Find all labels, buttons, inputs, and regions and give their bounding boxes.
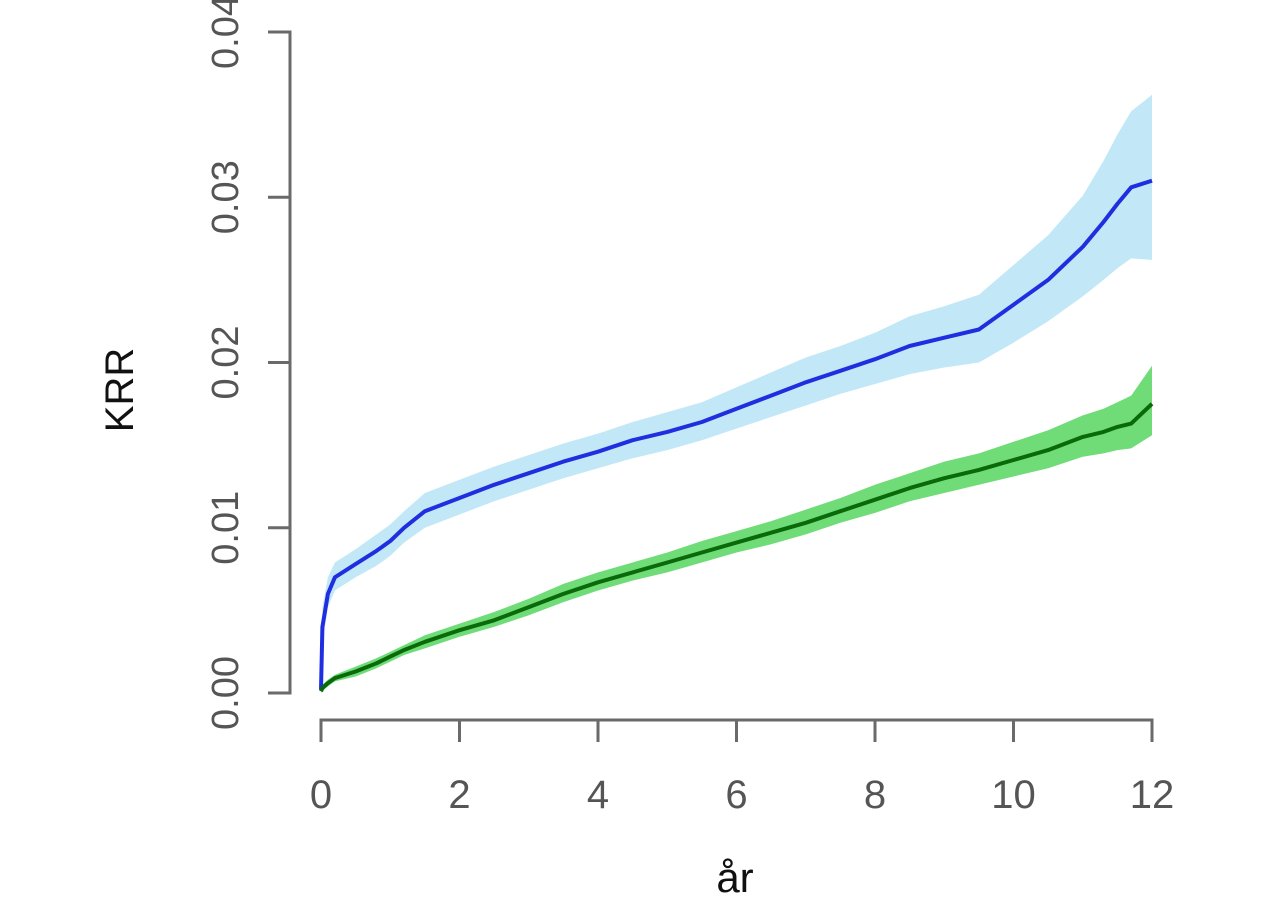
x-tick-label: 6 bbox=[725, 773, 747, 817]
y-tick-label: 0.04 bbox=[205, 0, 247, 69]
x-tick-label: 10 bbox=[991, 773, 1036, 817]
y-tick-label: 0.03 bbox=[205, 160, 247, 234]
x-tick-label: 12 bbox=[1130, 773, 1175, 817]
y-axis-title: KRR bbox=[98, 348, 142, 432]
x-tick-label: 2 bbox=[448, 773, 470, 817]
series-lines bbox=[319, 178, 1154, 693]
x-axis-title: år bbox=[716, 854, 753, 901]
series-1-confidence-band bbox=[321, 94, 1152, 694]
y-tick-label: 0.02 bbox=[205, 326, 247, 400]
tick-labels: 0.00 0.01 0.02 0.03 0.04 0 2 4 6 8 10 12 bbox=[205, 0, 1174, 817]
axes bbox=[268, 30, 1154, 742]
y-tick-label: 0.01 bbox=[205, 491, 247, 565]
series-2-confidence-band bbox=[321, 365, 1152, 693]
series-1-line bbox=[319, 178, 1153, 690]
x-tick-label: 4 bbox=[587, 773, 609, 817]
x-tick-label: 0 bbox=[310, 773, 332, 817]
confidence-bands bbox=[321, 94, 1152, 694]
y-tick-label: 0.00 bbox=[205, 656, 247, 730]
series-2-line bbox=[319, 402, 1154, 693]
x-tick-label: 8 bbox=[864, 773, 886, 817]
tick-marks bbox=[268, 30, 1154, 742]
